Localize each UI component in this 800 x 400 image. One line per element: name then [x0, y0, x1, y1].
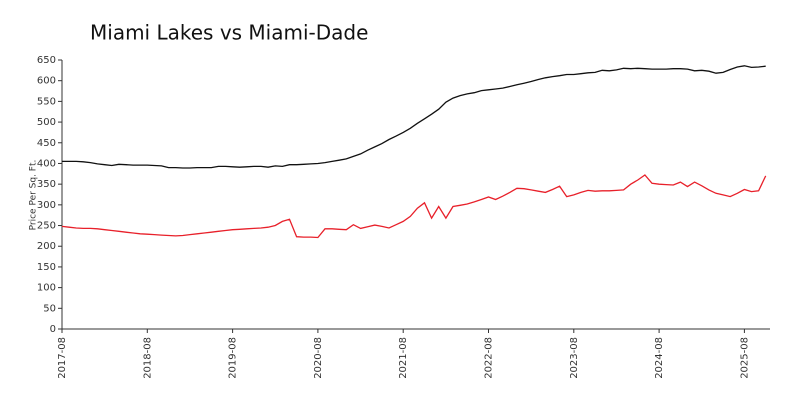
y-tick-label: 150: [37, 262, 56, 273]
y-tick-label: 450: [37, 138, 56, 149]
x-tick-label: 2020-08: [313, 337, 324, 379]
y-tick-label: 600: [37, 76, 56, 87]
x-tick-label: 2019-08: [228, 337, 239, 379]
y-tick-label: 250: [37, 221, 56, 232]
y-tick-label: 300: [37, 200, 56, 211]
y-tick-label: 350: [37, 179, 56, 190]
x-tick-label: 2023-08: [569, 337, 580, 379]
x-tick-label: 2025-08: [739, 337, 750, 379]
x-tick-label: 2017-08: [57, 337, 68, 379]
y-tick-label: 50: [43, 303, 56, 314]
x-tick-label: 2021-08: [398, 337, 409, 379]
x-tick-label: 2018-08: [142, 337, 153, 379]
y-tick-label: 400: [37, 158, 56, 169]
series-line: [61, 174, 767, 239]
y-tick-label: 550: [37, 96, 56, 107]
series-line: [62, 65, 766, 169]
y-tick-label: 0: [50, 324, 56, 335]
x-tick-label: 2022-08: [484, 337, 495, 379]
y-axis-label: Price Per Sq. Ft.: [29, 160, 39, 231]
x-tick-label: 2024-08: [654, 337, 665, 379]
y-tick-label: 650: [37, 55, 56, 66]
y-tick-label: 100: [37, 283, 56, 294]
chart-title: Miami Lakes vs Miami-Dade: [90, 21, 368, 45]
y-tick-label: 500: [37, 117, 56, 128]
y-tick-label: 200: [37, 241, 56, 252]
